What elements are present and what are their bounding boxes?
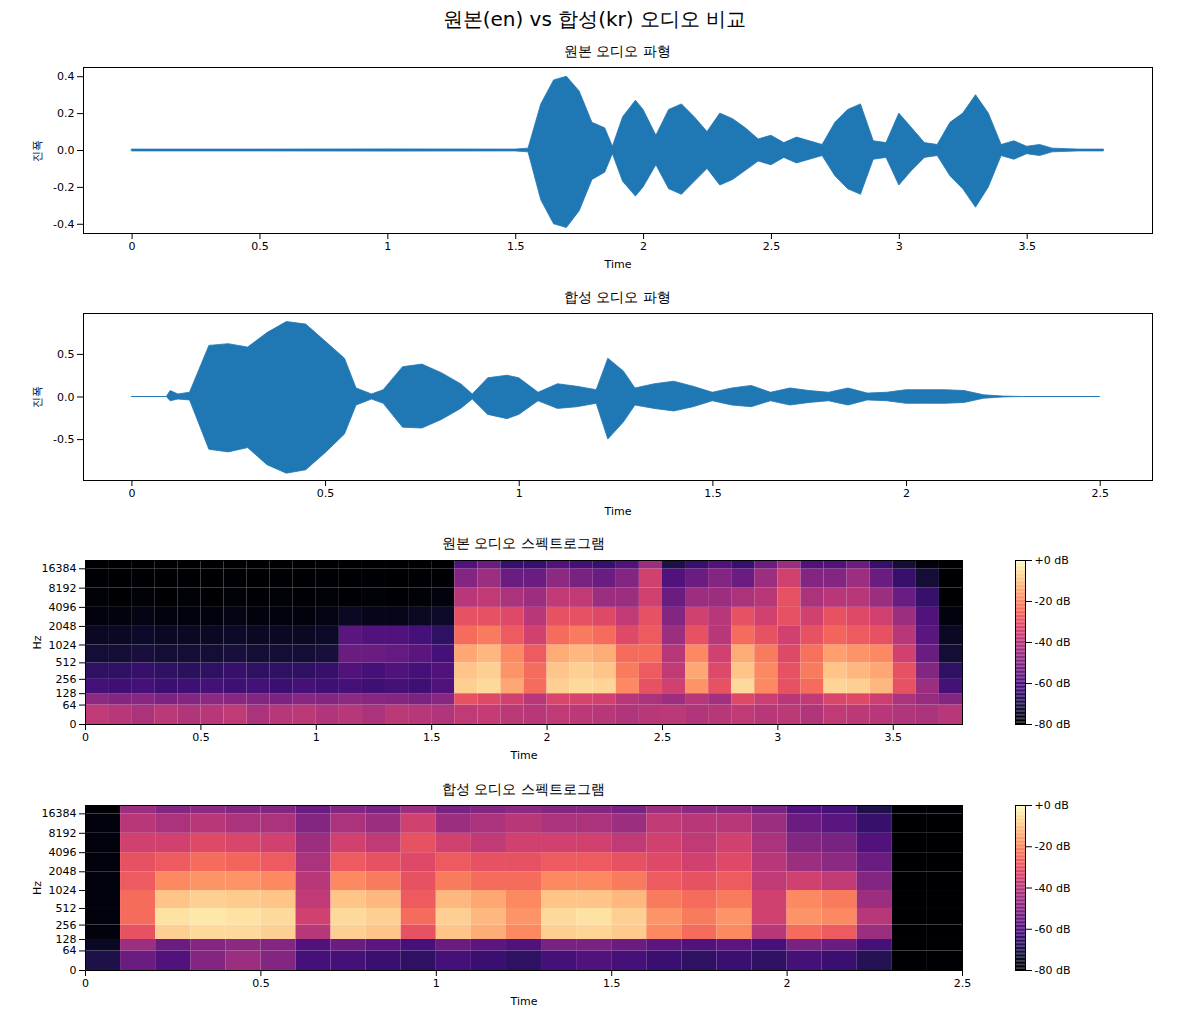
svg-text:-20 dB: -20 dB xyxy=(1035,595,1071,608)
svg-text:-80 dB: -80 dB xyxy=(1035,718,1071,731)
svg-text:512: 512 xyxy=(56,656,77,669)
svg-text:Hz: Hz xyxy=(31,881,44,895)
svg-text:-0.5: -0.5 xyxy=(53,433,74,446)
svg-text:8192: 8192 xyxy=(49,582,77,595)
svg-text:2.5: 2.5 xyxy=(954,977,972,990)
svg-text:-60 dB: -60 dB xyxy=(1035,923,1071,936)
svg-text:+0 dB: +0 dB xyxy=(1035,799,1069,812)
svg-text:2048: 2048 xyxy=(49,865,77,878)
svg-text:0: 0 xyxy=(129,240,136,253)
svg-text:진폭: 진폭 xyxy=(31,386,44,408)
svg-text:0: 0 xyxy=(82,731,89,744)
svg-text:-40 dB: -40 dB xyxy=(1035,882,1071,895)
svg-text:4096: 4096 xyxy=(49,601,77,614)
svg-text:0.2: 0.2 xyxy=(57,107,75,120)
svg-text:Time: Time xyxy=(510,749,538,762)
svg-text:-0.2: -0.2 xyxy=(53,181,74,194)
svg-text:2: 2 xyxy=(903,487,910,500)
svg-text:0.5: 0.5 xyxy=(317,487,335,500)
svg-text:1.5: 1.5 xyxy=(423,731,441,744)
svg-text:16384: 16384 xyxy=(42,807,77,820)
svg-text:2: 2 xyxy=(784,977,791,990)
svg-text:128: 128 xyxy=(56,933,77,946)
svg-text:0.0: 0.0 xyxy=(57,391,75,404)
svg-text:2.5: 2.5 xyxy=(763,240,781,253)
svg-text:Time: Time xyxy=(604,258,632,271)
svg-text:0.5: 0.5 xyxy=(251,240,269,253)
svg-text:0: 0 xyxy=(70,964,77,977)
svg-text:1.5: 1.5 xyxy=(704,487,722,500)
svg-text:2048: 2048 xyxy=(49,620,77,633)
svg-text:-40 dB: -40 dB xyxy=(1035,636,1071,649)
svg-text:1.5: 1.5 xyxy=(507,240,525,253)
svg-text:1: 1 xyxy=(433,977,440,990)
svg-text:0: 0 xyxy=(82,977,89,990)
svg-text:256: 256 xyxy=(56,673,77,686)
svg-text:1.5: 1.5 xyxy=(603,977,621,990)
svg-text:64: 64 xyxy=(63,699,77,712)
svg-text:2: 2 xyxy=(544,731,551,744)
svg-text:0: 0 xyxy=(128,487,135,500)
svg-text:1: 1 xyxy=(384,240,391,253)
svg-text:1: 1 xyxy=(313,731,320,744)
svg-text:64: 64 xyxy=(63,944,77,957)
svg-text:3.5: 3.5 xyxy=(1018,240,1036,253)
svg-text:128: 128 xyxy=(56,687,77,700)
svg-text:16384: 16384 xyxy=(42,562,77,575)
svg-text:+0 dB: +0 dB xyxy=(1035,554,1069,567)
svg-text:0.5: 0.5 xyxy=(252,977,270,990)
html-text:합성 오디오 파형: 합성 오디오 파형 xyxy=(564,289,671,305)
svg-text:8192: 8192 xyxy=(49,827,77,840)
html-text:합성 오디오 스펙트로그램: 합성 오디오 스펙트로그램 xyxy=(442,781,605,797)
svg-text:1: 1 xyxy=(516,487,523,500)
svg-text:Time: Time xyxy=(510,995,538,1008)
svg-text:3: 3 xyxy=(896,240,903,253)
svg-text:256: 256 xyxy=(56,919,77,932)
svg-text:2: 2 xyxy=(640,240,647,253)
svg-text:1024: 1024 xyxy=(49,884,77,897)
svg-text:Time: Time xyxy=(604,505,632,518)
svg-text:3.5: 3.5 xyxy=(885,731,903,744)
svg-text:0: 0 xyxy=(70,718,77,731)
svg-text:512: 512 xyxy=(56,902,77,915)
svg-text:4096: 4096 xyxy=(49,846,77,859)
svg-text:0.5: 0.5 xyxy=(192,731,210,744)
svg-text:-0.4: -0.4 xyxy=(53,218,74,231)
svg-text:1024: 1024 xyxy=(49,639,77,652)
svg-text:2.5: 2.5 xyxy=(654,731,672,744)
svg-text:0.5: 0.5 xyxy=(57,348,75,361)
svg-text:진폭: 진폭 xyxy=(31,140,44,162)
svg-text:-60 dB: -60 dB xyxy=(1035,677,1071,690)
svg-text:2.5: 2.5 xyxy=(1091,487,1109,500)
svg-text:-80 dB: -80 dB xyxy=(1035,964,1071,977)
svg-text:0.4: 0.4 xyxy=(57,70,75,83)
html-text:원본(en) vs 합성(kr) 오디오 비교: 원본(en) vs 합성(kr) 오디오 비교 xyxy=(442,7,747,31)
svg-text:3: 3 xyxy=(774,731,781,744)
svg-text:-20 dB: -20 dB xyxy=(1035,840,1071,853)
svg-text:0.0: 0.0 xyxy=(57,144,75,157)
html-text:원본 오디오 파형: 원본 오디오 파형 xyxy=(564,43,671,59)
svg-text:Hz: Hz xyxy=(31,635,44,649)
html-text:원본 오디오 스펙트로그램: 원본 오디오 스펙트로그램 xyxy=(442,535,605,551)
